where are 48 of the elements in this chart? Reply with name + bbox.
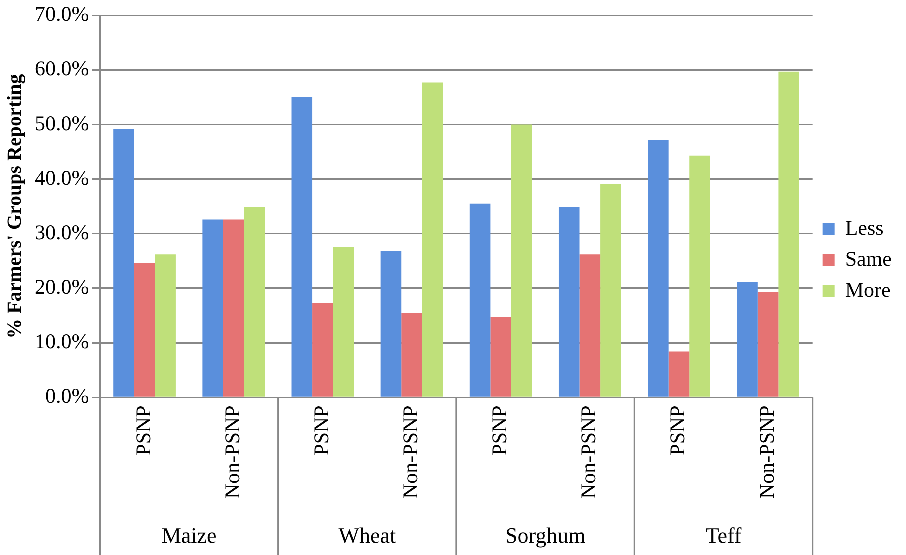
text: Maize [162,522,217,548]
bar [244,207,266,397]
bar [648,140,669,397]
bar [490,317,512,397]
bar [402,313,422,397]
legend-label: Less [845,216,884,240]
y-tick-label: 60.0% [34,56,90,81]
bar [668,352,690,397]
bar [758,292,779,397]
x-tick-label: Non-PSNP [576,406,601,500]
bar [470,204,491,397]
bar [134,263,156,397]
y-tick-label: 0.0% [45,384,90,408]
bar [737,282,758,397]
y-tick-label: 50.0% [34,111,90,136]
y-tick-label: 30.0% [34,220,90,244]
x-tick-label: Non-PSNP [754,406,779,500]
x-tick-label: PSNP [131,406,156,456]
bar [380,251,402,397]
x-tick-label: PSNP [309,406,334,456]
y-tick-label: 20.0% [34,275,90,299]
bar [155,254,176,397]
y-axis-title: % Farmers' Groups Reporting [4,74,26,339]
x-tick-label: Non-PSNP [398,406,423,500]
x-tick-label: PSNP [666,406,690,456]
y-tick-label: 10.0% [34,330,90,354]
x-tick-label: Non-PSNP [220,406,244,500]
bar [312,303,334,397]
text: Teff [706,522,742,548]
bar [333,247,354,397]
bar [600,184,622,397]
text: Sorghum [505,522,586,548]
legend-label: Same [845,247,892,272]
bar [558,207,580,397]
bar [114,129,134,397]
bar [580,254,601,397]
bar [202,220,224,397]
text: Wheat [338,522,396,548]
x-tick-label: PSNP [488,406,512,456]
y-tick-label: 40.0% [34,166,90,190]
bar [778,72,800,397]
bar [690,156,710,397]
bar [223,220,244,397]
bar [422,82,444,397]
legend-label: More [845,278,891,302]
bar [511,124,532,397]
bar [292,97,313,397]
y-tick-label: 70.0% [34,2,90,26]
